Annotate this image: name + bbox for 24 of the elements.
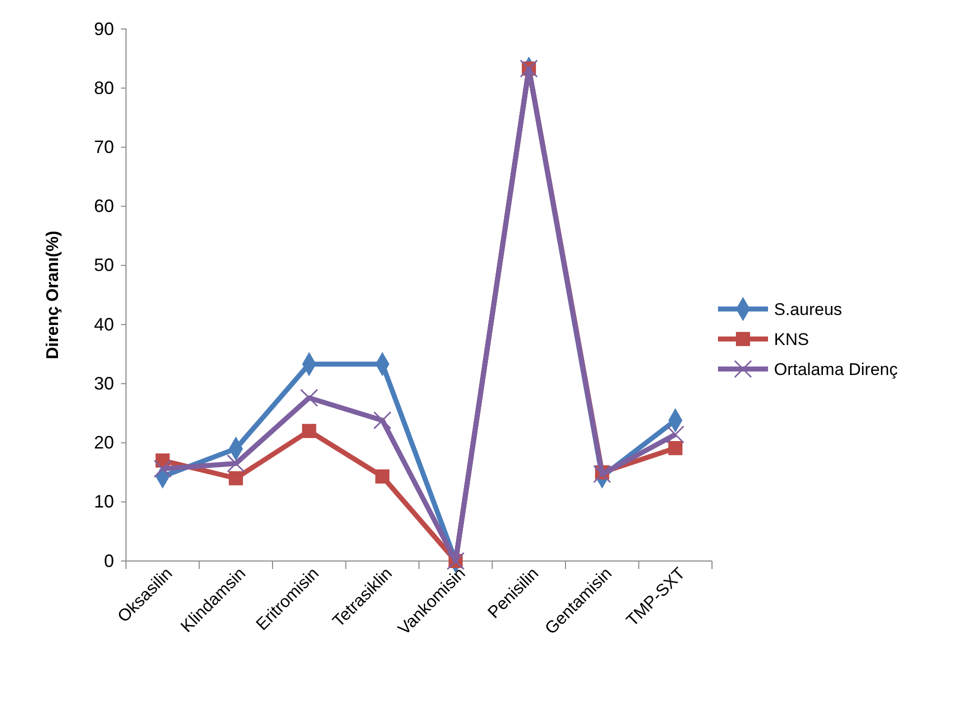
point [666,425,684,444]
y-tick-label: 40 [94,314,114,334]
y-tick-label: 50 [94,255,114,276]
y-tick-label: 30 [94,373,114,394]
point [668,441,682,456]
point [226,454,245,472]
point [373,411,392,430]
point [154,460,172,478]
legend-label: KNS [774,330,809,349]
y-tick-label: 0 [104,550,114,571]
point [593,465,612,484]
y-tick-label: 60 [94,196,114,216]
y-tick-label: 10 [94,492,114,512]
y-tick-label: 70 [94,136,114,157]
point [300,388,318,407]
y-tick-label: 80 [94,78,114,98]
y-tick-label: 90 [94,18,114,39]
y-tick-label: 20 [94,432,114,453]
point [375,469,390,484]
y-axis-title: Direnç Oranı(%) [43,230,62,360]
point [302,424,316,438]
legend-label: S.aureus [774,300,842,319]
point [228,471,243,486]
legend-label: Ortalama Direnç [774,360,898,379]
